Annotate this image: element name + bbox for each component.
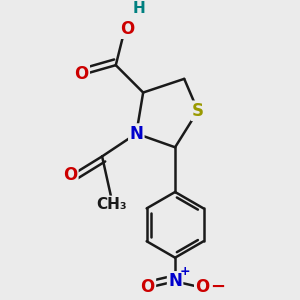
Text: N: N	[168, 272, 182, 290]
Text: N: N	[129, 124, 143, 142]
Text: O: O	[63, 166, 77, 184]
Text: O: O	[74, 65, 89, 83]
Text: S: S	[192, 102, 204, 120]
Text: −: −	[210, 278, 226, 296]
Text: H: H	[132, 1, 145, 16]
Text: O: O	[120, 20, 134, 38]
Text: CH₃: CH₃	[96, 197, 127, 212]
Text: +: +	[180, 265, 190, 278]
Text: O: O	[141, 278, 155, 296]
Text: O: O	[195, 278, 210, 296]
